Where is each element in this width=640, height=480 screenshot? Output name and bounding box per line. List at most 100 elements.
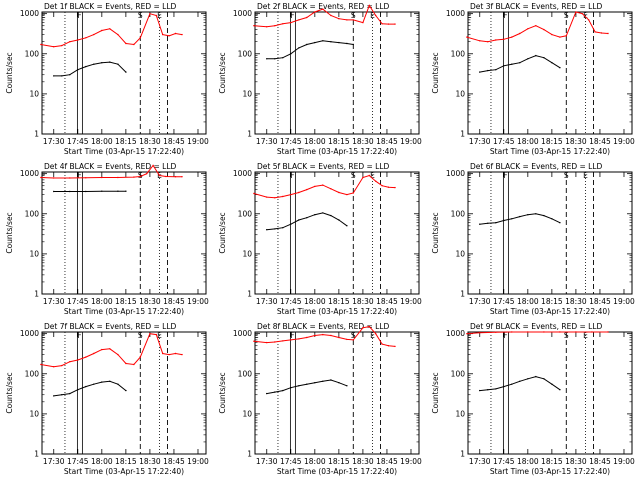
- data-point-events: [322, 212, 324, 214]
- data-point-lld: [149, 333, 151, 335]
- data-point-events: [274, 58, 276, 60]
- y-tick-label: 1: [460, 290, 465, 299]
- y-tick-label: 100: [25, 369, 40, 378]
- data-point-lld: [466, 333, 468, 335]
- series-lld-line: [40, 164, 182, 179]
- x-tick-label: 18:30: [565, 457, 587, 466]
- y-tick-label: 1000: [20, 169, 39, 178]
- data-point-lld: [101, 29, 103, 32]
- data-point-events: [314, 41, 316, 44]
- f-marker-band: [76, 331, 83, 455]
- y-tick-label: 10: [455, 89, 465, 98]
- y-tick-label: 10: [455, 249, 465, 258]
- data-point-lld: [298, 338, 300, 340]
- data-point-events: [495, 222, 497, 224]
- data-point-events: [298, 219, 300, 221]
- data-point-lld: [559, 36, 561, 38]
- data-point-lld: [346, 19, 348, 21]
- data-point-events: [551, 62, 553, 64]
- x-tick-label: 18:45: [163, 457, 185, 466]
- data-point-lld: [387, 23, 390, 25]
- data-point-events: [527, 378, 529, 380]
- x-tick-label: 17:45: [280, 137, 302, 146]
- data-point-lld: [139, 175, 141, 178]
- data-point-events: [487, 69, 489, 72]
- data-point-lld: [125, 362, 127, 365]
- series-events-line: [266, 379, 348, 395]
- data-point-events: [543, 57, 545, 59]
- data-point-events: [352, 43, 354, 46]
- data-point-lld: [282, 195, 284, 198]
- data-point-lld: [381, 185, 383, 187]
- data-point-events: [479, 71, 481, 73]
- chart-svg: Det 7f BLACK = Events, RED = LLD Counts/s…: [5, 322, 209, 476]
- marker-label-s: S: [564, 171, 569, 180]
- data-point-lld: [174, 176, 177, 178]
- data-point-lld: [387, 186, 390, 188]
- data-point-lld: [487, 41, 489, 43]
- y-tick-label: 1: [460, 450, 465, 459]
- data-point-events: [330, 214, 332, 217]
- data-point-lld: [266, 341, 268, 344]
- plot-frame: [467, 11, 633, 135]
- data-point-lld: [139, 37, 141, 39]
- y-tick-label: 100: [451, 209, 466, 218]
- plot-frame: [254, 331, 420, 455]
- data-point-events: [519, 215, 521, 218]
- data-point-events: [266, 392, 268, 395]
- f-marker-band: [289, 11, 296, 135]
- data-point-lld: [69, 361, 71, 363]
- data-point-lld: [511, 36, 513, 38]
- data-point-events: [85, 190, 87, 193]
- x-tick-label: 18:30: [352, 137, 374, 146]
- data-point-events: [69, 190, 71, 193]
- data-point-events: [519, 380, 521, 382]
- x-tick-label: 17:45: [280, 297, 302, 306]
- data-point-events: [266, 229, 268, 231]
- x-tick-label: 17:30: [256, 297, 278, 306]
- data-point-lld: [77, 359, 79, 361]
- marker-label-f: F: [77, 171, 81, 180]
- chart-svg: Det 3f BLACK = Events, RED = LLD Counts/s…: [431, 2, 635, 156]
- data-point-lld: [362, 21, 364, 24]
- data-point-lld: [109, 28, 111, 30]
- data-point-events: [290, 223, 292, 225]
- data-point-events: [274, 391, 276, 393]
- chart-svg: Det 9f BLACK = Events, RED = LLD Counts/s…: [431, 322, 635, 476]
- detector-panel-6: Det 6f BLACK = Events, RED = LLD Counts/s…: [426, 160, 639, 320]
- y-tick-label: 100: [238, 369, 253, 378]
- x-tick-label: 17:30: [256, 137, 278, 146]
- data-point-lld: [381, 343, 383, 345]
- marker-label-e: E: [41, 331, 46, 340]
- data-point-lld: [375, 333, 377, 335]
- x-axis-label: Start Time (03-Apr-15 17:22:40): [490, 147, 610, 156]
- data-point-lld: [394, 186, 396, 189]
- y-tick-label: 100: [238, 49, 253, 58]
- f-marker-band: [76, 11, 83, 135]
- data-point-lld: [362, 176, 364, 179]
- data-point-events: [535, 213, 537, 215]
- marker-label-e: E: [41, 11, 46, 20]
- plot-frame: [254, 171, 420, 295]
- data-point-events: [330, 41, 332, 43]
- marker-label-e: E: [157, 11, 162, 20]
- data-point-events: [479, 389, 481, 392]
- data-point-lld: [101, 176, 103, 179]
- x-tick-label: 18:00: [517, 297, 539, 306]
- data-point-lld: [61, 44, 63, 47]
- data-point-events: [346, 225, 348, 227]
- x-tick-label: 17:30: [43, 457, 65, 466]
- data-point-events: [282, 227, 284, 229]
- x-tick-label: 18:30: [352, 457, 374, 466]
- y-tick-label: 1000: [233, 329, 252, 338]
- x-axis-label: Start Time (03-Apr-15 17:22:40): [490, 307, 610, 316]
- x-tick-label: 18:15: [328, 137, 350, 146]
- y-tick-label: 1: [247, 130, 252, 139]
- data-point-events: [101, 62, 103, 64]
- data-point-lld: [352, 339, 354, 341]
- data-point-lld: [85, 356, 87, 358]
- data-point-lld: [165, 175, 167, 178]
- x-tick-label: 17:45: [493, 137, 515, 146]
- data-point-lld: [139, 356, 141, 358]
- data-point-events: [479, 223, 481, 225]
